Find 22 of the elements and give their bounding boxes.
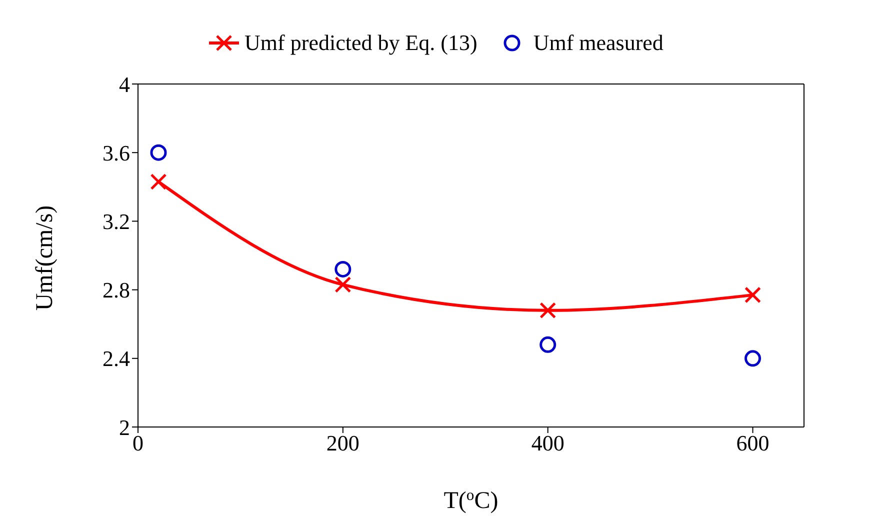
point (540, 302, 556, 319)
legend-label: Umf measured (533, 30, 664, 56)
point (540, 336, 556, 353)
x-tick-label: 400 (531, 430, 564, 456)
y-tick-label: 4 (119, 72, 130, 97)
point (150, 144, 167, 161)
point (744, 350, 762, 367)
x-tick-label: 200 (326, 430, 360, 456)
point (744, 286, 762, 304)
x-tick-label: 0 (132, 430, 144, 456)
point (334, 260, 352, 278)
point (150, 174, 167, 190)
y-tick-label: 2 (119, 414, 130, 440)
y-tick-label: 3.2 (102, 209, 130, 234)
x-tick-label: 600 (736, 430, 770, 456)
x-axis-title: T($^{o}$C) (444, 486, 498, 514)
legend-label: Umf predicted by Eq. (13) (244, 30, 478, 56)
point (334, 276, 352, 293)
y-tick-label: 2.8 (102, 278, 130, 303)
y-tick-label: 3.6 (102, 140, 130, 166)
y-axis-title: Umf(cm/s) (32, 205, 58, 311)
y-tick-label: 2.4 (102, 346, 130, 372)
